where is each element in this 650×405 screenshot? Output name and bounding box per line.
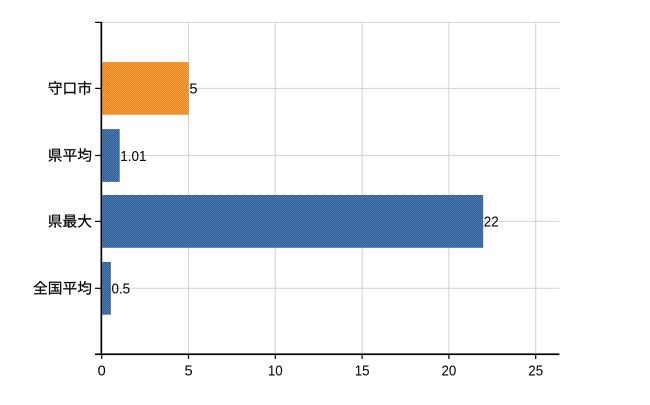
svg-text:0: 0 [98,364,106,380]
svg-text:25: 25 [528,364,543,380]
svg-text:22: 22 [484,215,499,231]
svg-text:20: 20 [442,364,457,380]
svg-text:0.5: 0.5 [112,282,131,298]
svg-text:1.01: 1.01 [120,149,146,165]
svg-text:10: 10 [268,364,283,380]
svg-text:5: 5 [184,364,192,380]
svg-text:15: 15 [355,364,370,380]
svg-text:5: 5 [189,82,197,98]
